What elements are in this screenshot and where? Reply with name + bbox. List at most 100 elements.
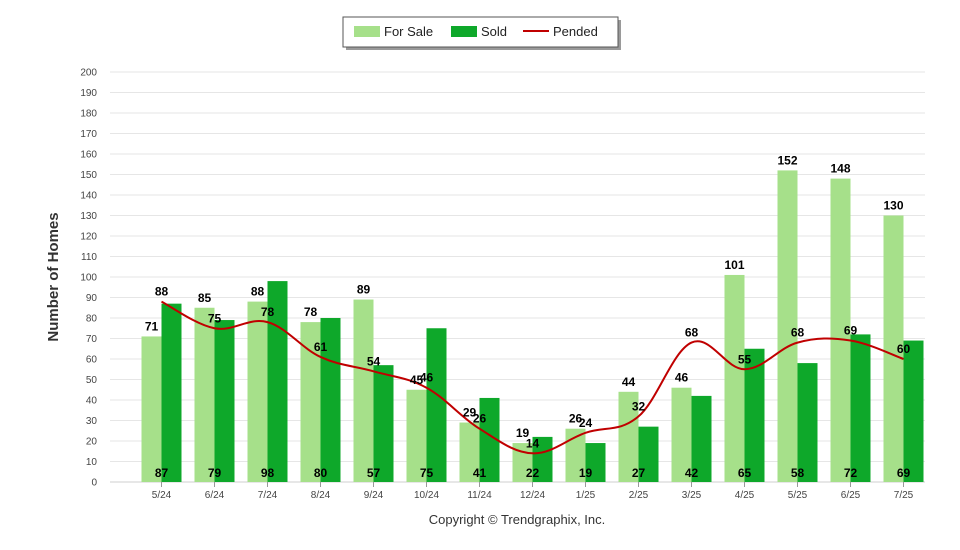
bar-sold (214, 320, 235, 482)
data-label-for-sale: 19 (516, 426, 530, 440)
legend-label-for-sale: For Sale (384, 24, 433, 39)
bar-for-sale (194, 307, 215, 482)
data-label-pended: 24 (579, 416, 593, 430)
bar-for-sale (300, 322, 321, 482)
bar-for-sale (671, 387, 692, 482)
data-label-sold: 69 (897, 466, 911, 480)
data-label-for-sale: 88 (251, 285, 265, 299)
y-tick-label: 50 (86, 375, 98, 386)
x-tick-label: 7/24 (258, 490, 278, 501)
bar-for-sale (777, 170, 798, 482)
data-label-sold: 75 (420, 466, 434, 480)
y-tick-label: 100 (80, 273, 97, 284)
y-tick-label: 80 (86, 314, 98, 325)
x-tick-label: 11/24 (467, 490, 492, 501)
data-label-sold: 58 (791, 466, 805, 480)
copyright-text: Copyright © Trendgraphix, Inc. (429, 512, 606, 527)
legend-label-sold: Sold (481, 24, 507, 39)
y-tick-label: 130 (80, 211, 97, 222)
x-tick-label: 9/24 (364, 490, 384, 501)
bar-sold (638, 426, 659, 482)
bar-sold (373, 365, 394, 482)
x-tick-label: 6/24 (205, 490, 225, 501)
data-label-sold: 65 (738, 466, 752, 480)
data-label-sold: 79 (208, 466, 222, 480)
x-tick-label: 5/25 (788, 490, 808, 501)
data-label-sold: 22 (526, 466, 540, 480)
bar-for-sale (565, 428, 586, 482)
legend-label-pended: Pended (553, 24, 598, 39)
data-label-sold: 41 (473, 466, 487, 480)
data-label-sold: 72 (844, 466, 858, 480)
y-tick-label: 190 (80, 88, 97, 99)
data-label-for-sale: 101 (724, 258, 744, 272)
data-label-for-sale: 78 (304, 305, 318, 319)
bar-for-sale (353, 299, 374, 482)
data-label-pended: 54 (367, 354, 381, 368)
x-tick-label: 1/25 (576, 490, 596, 501)
y-tick-label: 200 (80, 68, 97, 79)
y-tick-label: 160 (80, 150, 97, 161)
bar-sold (850, 334, 871, 482)
data-label-sold: 57 (367, 466, 381, 480)
bar-for-sale (618, 391, 639, 482)
bar-for-sale (406, 389, 427, 482)
x-tick-label: 8/24 (311, 490, 331, 501)
data-label-for-sale: 29 (463, 406, 477, 420)
bar-sold (903, 340, 924, 482)
y-tick-label: 120 (80, 232, 97, 243)
data-label-for-sale: 85 (198, 291, 212, 305)
data-label-pended: 75 (208, 311, 222, 325)
y-tick-label: 110 (81, 252, 97, 263)
data-label-sold: 19 (579, 466, 593, 480)
data-labels: 71 87 85 79 88 98 78 80 89 57 45 75 29 41 19 22 26 19 44 27… (145, 153, 911, 480)
data-label-pended: 60 (897, 342, 911, 356)
bar-sold (744, 348, 765, 482)
bar-sold (532, 436, 553, 482)
bar-sold (797, 363, 818, 482)
y-tick-label: 10 (86, 457, 98, 468)
data-label-pended: 32 (632, 399, 646, 413)
data-label-for-sale: 44 (622, 375, 636, 389)
data-label-pended: 46 (420, 371, 434, 385)
data-label-sold: 42 (685, 466, 699, 480)
x-tick-label: 5/24 (152, 490, 172, 501)
y-tick-label: 170 (80, 129, 97, 140)
pended-series-line (161, 300, 904, 455)
x-tick-label: 2/25 (629, 490, 649, 501)
bar-for-sale (830, 178, 851, 482)
x-tick-label: 3/25 (682, 490, 702, 501)
y-tick-label: 40 (86, 396, 98, 407)
y-tick-label: 30 (86, 416, 98, 427)
bar-for-sale (141, 336, 162, 482)
x-tick-label: 10/24 (414, 490, 439, 501)
data-label-sold: 87 (155, 466, 169, 480)
x-axis-ticks: 5/24 6/24 7/24 8/24 9/24 10/24 11/24 12/24 1/25 2… (152, 482, 914, 501)
legend: For Sale Sold Pended (342, 16, 621, 50)
bar-sold (267, 281, 288, 482)
y-tick-label: 60 (86, 355, 98, 366)
data-label-for-sale: 89 (357, 283, 371, 297)
pended-line (161, 300, 904, 455)
bar-sold (161, 303, 182, 482)
bars (141, 170, 924, 482)
y-tick-label: 140 (80, 191, 97, 202)
data-label-for-sale: 71 (145, 319, 159, 333)
data-label-for-sale: 152 (777, 153, 797, 167)
data-label-sold: 80 (314, 466, 328, 480)
data-label-for-sale: 45 (410, 373, 424, 387)
bar-sold (585, 443, 606, 482)
y-tick-label: 70 (86, 334, 98, 345)
y-tick-label: 90 (86, 293, 98, 304)
data-label-pended: 68 (791, 326, 805, 340)
x-tick-label: 12/24 (520, 490, 545, 501)
bar-sold (479, 397, 500, 482)
bar-sold (691, 395, 712, 482)
x-tick-label: 7/25 (894, 490, 914, 501)
bar-for-sale (724, 274, 745, 482)
data-label-pended: 26 (473, 412, 487, 426)
bar-sold (426, 328, 447, 482)
x-tick-label: 4/25 (735, 490, 755, 501)
data-label-for-sale: 148 (830, 162, 850, 176)
